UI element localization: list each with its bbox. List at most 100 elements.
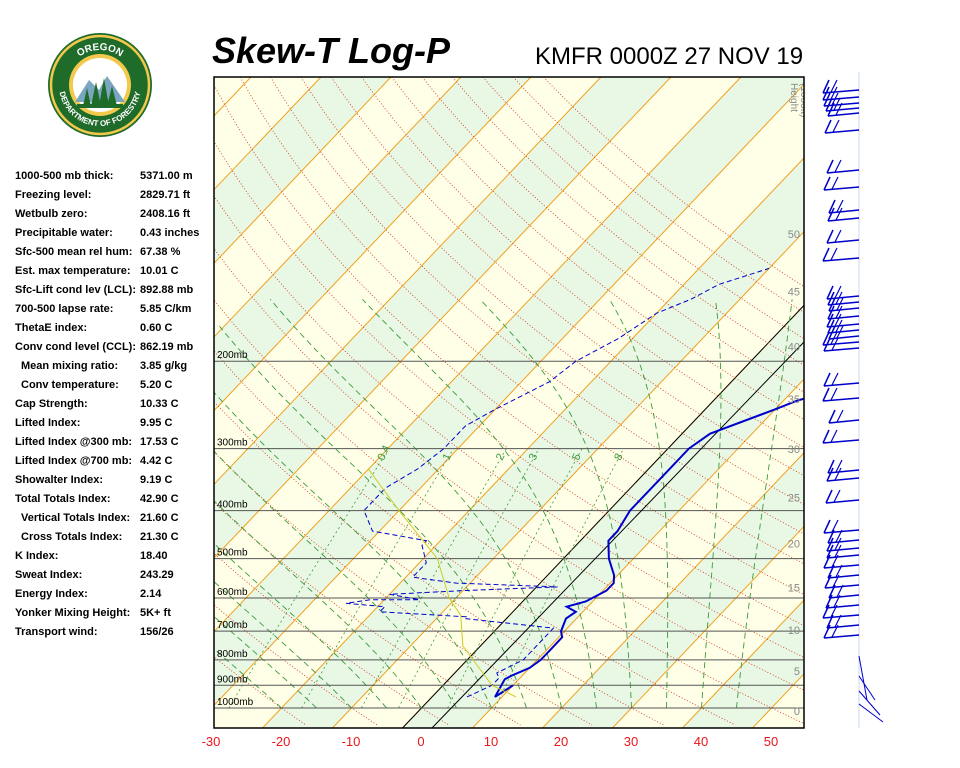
index-value: 42.90 C bbox=[140, 493, 179, 505]
wind-barb-flag bbox=[836, 325, 844, 339]
height-tick-label: 35 bbox=[788, 394, 800, 406]
wind-barb-flag bbox=[827, 459, 835, 474]
wind-barb-flag bbox=[831, 372, 839, 386]
index-value: 5K+ ft bbox=[140, 607, 171, 619]
index-label: 700-500 lapse rate: bbox=[15, 303, 114, 315]
wind-barb-staff bbox=[827, 301, 860, 306]
wind-barb-flag bbox=[834, 285, 842, 299]
x-tick-label: 30 bbox=[624, 734, 638, 749]
wind-barb-staff bbox=[828, 419, 860, 424]
station-time-label: KMFR 0000Z 27 NOV 19 bbox=[535, 43, 804, 70]
index-label: Vertical Totals Index: bbox=[21, 512, 131, 524]
wind-barb-flag bbox=[826, 159, 834, 174]
isotherm-line bbox=[214, 77, 532, 412]
index-row: Lifted Index @300 mb: 17.53 C bbox=[15, 434, 211, 453]
wind-barb-flag bbox=[826, 285, 834, 300]
index-row: Total Totals Index: 42.90 C bbox=[15, 491, 211, 510]
wind-barb-staff bbox=[826, 624, 860, 629]
mixing-ratio-line bbox=[361, 448, 507, 709]
height-tick-label: 0 bbox=[794, 706, 800, 718]
moist-adiabat bbox=[214, 648, 282, 709]
index-label: Transport wind: bbox=[15, 626, 98, 638]
index-row: ThetaE index: 0.60 C bbox=[15, 320, 211, 339]
wind-barb-staff bbox=[826, 323, 860, 328]
height-tick-label: 20 bbox=[788, 538, 800, 550]
index-value: 67.38 % bbox=[140, 246, 181, 258]
x-tick-label: -20 bbox=[272, 734, 291, 749]
wind-barb-flag bbox=[828, 584, 836, 599]
wind-barb-flag bbox=[824, 574, 832, 589]
index-value: 2829.71 ft bbox=[140, 189, 191, 201]
x-tick-label: 40 bbox=[694, 734, 708, 749]
mixing-ratio-label: 2 bbox=[494, 452, 507, 463]
moist-adiabat bbox=[214, 450, 457, 709]
wind-barb-flag bbox=[828, 325, 836, 340]
wind-barb-flag bbox=[832, 574, 840, 588]
wind-barb-staff bbox=[822, 439, 860, 444]
wind-barb-staff bbox=[826, 169, 860, 174]
wind-barb-flag bbox=[826, 614, 834, 629]
moist-adiabat bbox=[214, 542, 387, 709]
wind-barb-flag bbox=[822, 429, 830, 444]
wind-barb-flag bbox=[834, 614, 842, 628]
dry-adiabat bbox=[421, 77, 804, 393]
moist-adiabat bbox=[609, 299, 669, 708]
index-label: Freezing level: bbox=[15, 189, 92, 201]
wind-barb-flag bbox=[825, 594, 833, 609]
wind-barb-staff bbox=[824, 129, 860, 134]
index-value: 5.85 C/km bbox=[140, 303, 192, 315]
index-value: 10.01 C bbox=[140, 265, 179, 277]
index-label: Est. max temperature: bbox=[15, 265, 131, 277]
isotherm-line bbox=[214, 77, 602, 486]
index-value: 17.53 C bbox=[140, 436, 179, 448]
wind-barb-staff bbox=[823, 186, 860, 191]
wind-barb-flag bbox=[835, 529, 843, 543]
index-row: Freezing level: 2829.71 ft bbox=[15, 187, 211, 206]
wind-barb-staff bbox=[858, 703, 884, 723]
index-label: Sfc-Lift cond lev (LCL): bbox=[15, 284, 136, 296]
dry-adiabat bbox=[482, 77, 804, 340]
index-label: Lifted Index @300 mb: bbox=[15, 436, 133, 448]
wind-barb-flag bbox=[830, 247, 838, 261]
wind-barb-staff bbox=[827, 539, 860, 544]
index-row: Lifted Index @700 mb: 4.42 C bbox=[15, 453, 211, 472]
wind-barb-flag bbox=[823, 554, 831, 569]
wind-barb-flag bbox=[834, 159, 842, 173]
isotherm-line bbox=[214, 77, 742, 633]
isotherm-line bbox=[262, 157, 804, 728]
logo-top-text: OREGON bbox=[75, 42, 125, 59]
index-label: Cross Totals Index: bbox=[21, 531, 123, 543]
wind-barb-flag bbox=[831, 337, 839, 351]
wind-barb-flag bbox=[835, 319, 843, 333]
dry-adiabat bbox=[214, 140, 804, 627]
wind-barb-flag bbox=[831, 624, 839, 638]
isotherm-line bbox=[542, 452, 804, 728]
isotherm-band bbox=[823, 77, 960, 728]
index-label: 1000-500 mb thick: bbox=[15, 170, 114, 182]
index-label: Sfc-500 mean rel hum: bbox=[15, 246, 133, 258]
x-tick-label: -10 bbox=[342, 734, 361, 749]
wind-barb-staff bbox=[827, 217, 860, 222]
wind-barb-flag bbox=[826, 544, 834, 559]
index-value: 2408.16 ft bbox=[140, 208, 191, 220]
isotherm-line bbox=[612, 525, 804, 728]
wind-barb-staff bbox=[822, 257, 860, 262]
wind-barb-flag bbox=[826, 229, 834, 244]
wind-barb-flag bbox=[822, 79, 830, 94]
mixing-ratio-label: 5 bbox=[570, 452, 583, 463]
index-row: 1000-500 mb thick: 5371.00 m bbox=[15, 168, 211, 187]
isotherm-line bbox=[472, 378, 804, 728]
index-label: Wetbulb zero: bbox=[15, 208, 88, 220]
index-value: 3.85 g/kg bbox=[140, 360, 188, 372]
wind-barb-staff bbox=[823, 382, 860, 387]
mixing-ratio-label: 3 bbox=[527, 452, 540, 463]
wind-barb-flag bbox=[822, 604, 830, 619]
wind-barb-flag bbox=[827, 564, 835, 579]
mixing-ratio-label: 0.4 bbox=[375, 443, 392, 462]
wind-barb-staff bbox=[827, 574, 860, 579]
moist-adiabat bbox=[269, 299, 562, 709]
height-tick-label: 40 bbox=[788, 342, 800, 354]
wind-barb-staff bbox=[858, 690, 881, 716]
wind-barb-flag bbox=[835, 102, 843, 116]
